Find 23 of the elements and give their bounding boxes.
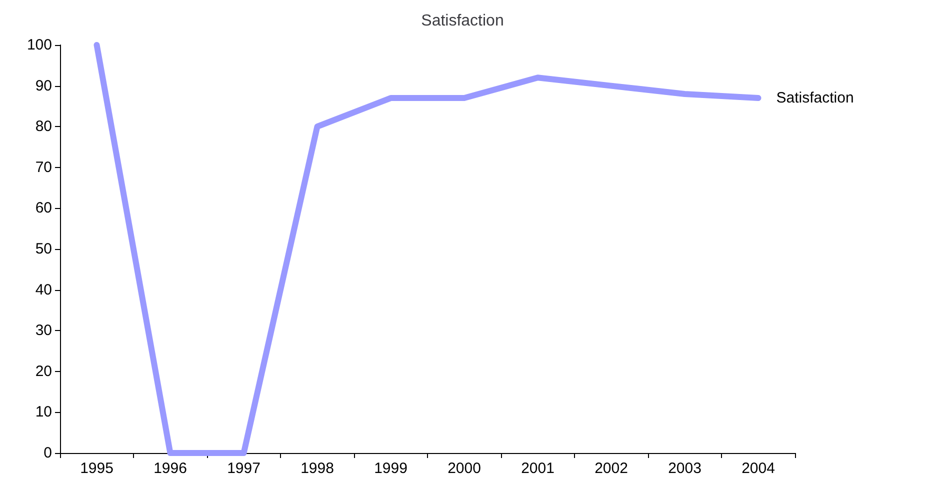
y-tick-label: 60 (35, 200, 52, 217)
x-tick-label: 1997 (227, 460, 260, 477)
y-tick-label: 10 (35, 404, 52, 421)
y-tick-label: 30 (35, 322, 52, 340)
y-tick-label: 80 (35, 118, 52, 136)
x-tick-label: 1998 (300, 460, 334, 477)
series-label: Satisfaction (776, 90, 854, 107)
y-tick-label: 70 (35, 158, 52, 176)
y-tick-label: 20 (35, 362, 52, 380)
x-tick-label: 2001 (521, 460, 554, 477)
x-tick-label: 1999 (374, 460, 408, 477)
y-tick-label: 0 (44, 444, 52, 462)
y-tick-label: 50 (35, 240, 52, 258)
x-tick-label: 2002 (594, 460, 628, 477)
x-tick-label: 2004 (742, 460, 775, 477)
y-tick-label: 40 (35, 281, 52, 298)
y-tick-label: 90 (35, 77, 52, 94)
x-tick-label: 1995 (80, 460, 114, 477)
y-tick-label: 100 (26, 36, 52, 54)
x-tick-label: 2003 (668, 460, 702, 477)
x-tick-label: 2000 (448, 460, 481, 477)
x-tick-label: 1996 (154, 460, 187, 477)
chart-title: Satisfaction (421, 12, 504, 30)
